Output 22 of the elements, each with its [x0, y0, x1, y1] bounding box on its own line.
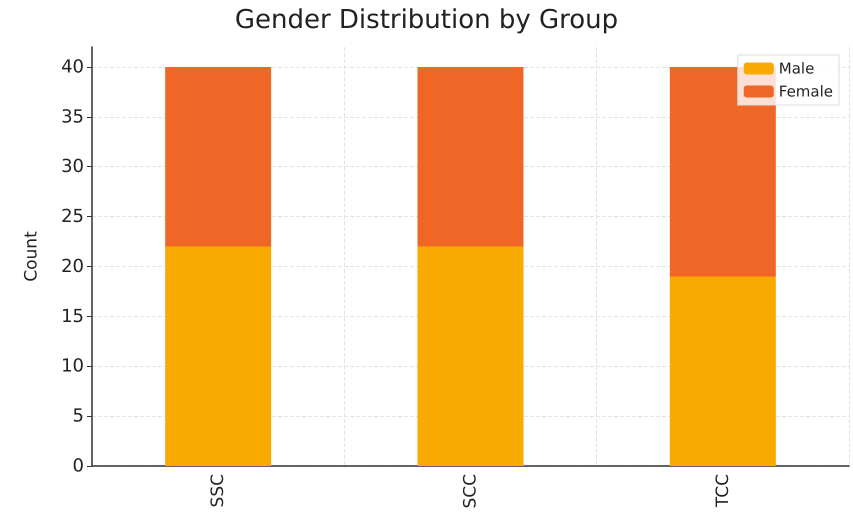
bar [670, 276, 776, 466]
y-tick-label: 15 [61, 306, 84, 327]
bar [418, 246, 524, 466]
bar [418, 66, 524, 247]
y-tick-label: 10 [61, 356, 84, 377]
y-tick-label: 20 [61, 256, 84, 277]
x-tick-label: SSC [208, 474, 228, 508]
bar [670, 66, 776, 276]
y-tick-label: 30 [61, 156, 84, 178]
y-tick-label: 0 [72, 456, 84, 476]
y-axis-title: Count [22, 230, 42, 282]
y-tick-label: 40 [61, 56, 84, 78]
bar [165, 246, 272, 466]
y-tick-label: 35 [61, 106, 84, 128]
legend-label: Female [778, 82, 834, 100]
chart-title: Gender Distribution by Group [234, 5, 618, 35]
x-tick-label: SCC [460, 474, 480, 509]
x-tick-label: TCC [712, 474, 733, 508]
y-tick-label: 5 [72, 406, 84, 427]
legend-label: Male [778, 60, 814, 78]
bar [165, 66, 272, 247]
y-tick-label: 25 [61, 206, 84, 228]
